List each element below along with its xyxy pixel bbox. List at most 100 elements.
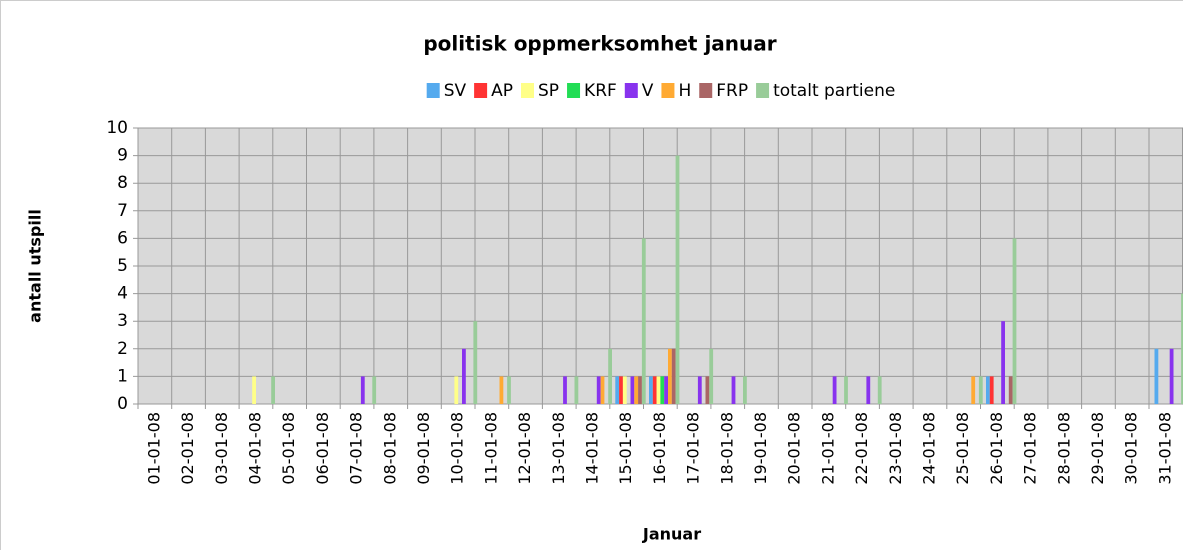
x-tick-label: 30-01-08 — [1122, 412, 1141, 485]
y-tick-label: 7 — [117, 201, 128, 221]
x-tick-label: 31-01-08 — [1155, 412, 1174, 485]
x-tick-label: 29-01-08 — [1088, 412, 1107, 485]
legend-label: SP — [538, 81, 559, 101]
bar — [615, 376, 620, 404]
bar — [574, 376, 579, 404]
x-tick-label: 08-01-08 — [380, 412, 399, 485]
chart-title: politisk oppmerksomhet januar — [423, 32, 776, 56]
x-tick-label: 26-01-08 — [987, 412, 1006, 485]
bar — [507, 376, 511, 404]
legend-label: SV — [444, 81, 467, 101]
bar — [608, 348, 612, 404]
bar — [600, 376, 605, 404]
legend-swatch — [756, 83, 770, 98]
legend-label: AP — [491, 81, 513, 101]
legend-swatch — [567, 83, 581, 98]
x-tick-label: 23-01-08 — [886, 412, 905, 485]
bar — [462, 348, 466, 404]
bar — [630, 376, 635, 404]
x-tick-label: 05-01-08 — [279, 412, 298, 485]
bar — [978, 376, 983, 404]
bar — [697, 376, 702, 404]
x-tick-label: 03-01-08 — [212, 412, 231, 485]
x-tick-label: 25-01-08 — [953, 412, 972, 485]
legend-label: H — [678, 81, 691, 101]
bar — [986, 376, 990, 404]
bar — [360, 376, 365, 404]
bar — [1008, 376, 1013, 404]
bar — [563, 376, 567, 404]
bar — [473, 321, 478, 404]
bar — [671, 348, 676, 404]
x-tick-label: 21-01-08 — [818, 412, 837, 485]
x-tick-label: 24-01-08 — [919, 412, 938, 485]
x-tick-label: 09-01-08 — [414, 412, 433, 485]
bar — [596, 376, 601, 404]
legend-swatch — [521, 83, 534, 98]
bar — [641, 238, 646, 404]
bar — [1154, 348, 1159, 404]
bar — [271, 376, 275, 404]
x-tick-label: 13-01-08 — [549, 412, 568, 485]
y-tick-label: 0 — [117, 394, 128, 414]
bar — [638, 376, 642, 404]
bar — [372, 376, 377, 404]
legend-label: V — [642, 81, 654, 101]
bar — [252, 376, 256, 404]
bar — [971, 376, 976, 404]
x-tick-label: 20-01-08 — [785, 412, 804, 485]
bar — [1169, 348, 1174, 404]
bar — [652, 376, 657, 404]
legend-label: FRP — [716, 81, 748, 101]
y-tick-label: 8 — [117, 173, 128, 193]
bar — [668, 348, 672, 404]
bar — [634, 376, 639, 404]
x-tick-label: 04-01-08 — [245, 412, 264, 485]
x-tick-label: 07-01-08 — [347, 412, 366, 485]
y-tick-label: 2 — [117, 339, 128, 359]
y-tick-label: 5 — [117, 256, 128, 276]
x-tick-label: 11-01-08 — [481, 412, 500, 485]
bar — [877, 376, 882, 404]
x-tick-label: 28-01-08 — [1054, 412, 1073, 485]
y-tick-label: 10 — [106, 118, 128, 138]
bar — [705, 376, 710, 404]
x-tick-label: 16-01-08 — [650, 412, 669, 485]
legend-swatch — [661, 83, 675, 98]
bar — [989, 376, 994, 404]
x-tick-label: 19-01-08 — [751, 412, 770, 485]
x-tick-label: 12-01-08 — [515, 412, 534, 485]
bar — [619, 376, 623, 404]
legend-swatch — [624, 83, 638, 98]
bar — [664, 376, 668, 404]
bar — [649, 376, 653, 404]
bar — [656, 376, 661, 404]
x-tick-label: 18-01-08 — [717, 412, 736, 485]
y-axis-label: antall utspill — [26, 209, 45, 323]
legend-label: totalt partiene — [773, 81, 895, 101]
bar — [866, 376, 871, 404]
x-tick-label: 06-01-08 — [313, 412, 332, 485]
bar — [660, 376, 665, 404]
legend-swatch — [426, 83, 440, 98]
y-tick-label: 3 — [117, 311, 128, 331]
bar — [622, 376, 627, 404]
legend: SV AP SP KRF V H FRP totalt partiene — [426, 81, 895, 101]
bar — [743, 376, 747, 404]
x-tick-label: 14-01-08 — [582, 412, 601, 485]
x-tick-label: 02-01-08 — [178, 412, 197, 485]
bar — [1181, 293, 1183, 404]
bar — [1001, 321, 1005, 404]
y-tick-label: 9 — [117, 146, 128, 166]
bar — [454, 376, 459, 404]
bar — [731, 376, 736, 404]
bar — [1012, 238, 1017, 404]
bar — [832, 376, 837, 404]
x-tick-label: 01-01-08 — [144, 412, 163, 485]
x-tick-label: 22-01-08 — [852, 412, 871, 485]
bar — [709, 348, 714, 404]
legend-swatch — [699, 83, 713, 98]
y-tick-label: 4 — [117, 284, 128, 304]
y-tick-label: 1 — [117, 366, 128, 386]
